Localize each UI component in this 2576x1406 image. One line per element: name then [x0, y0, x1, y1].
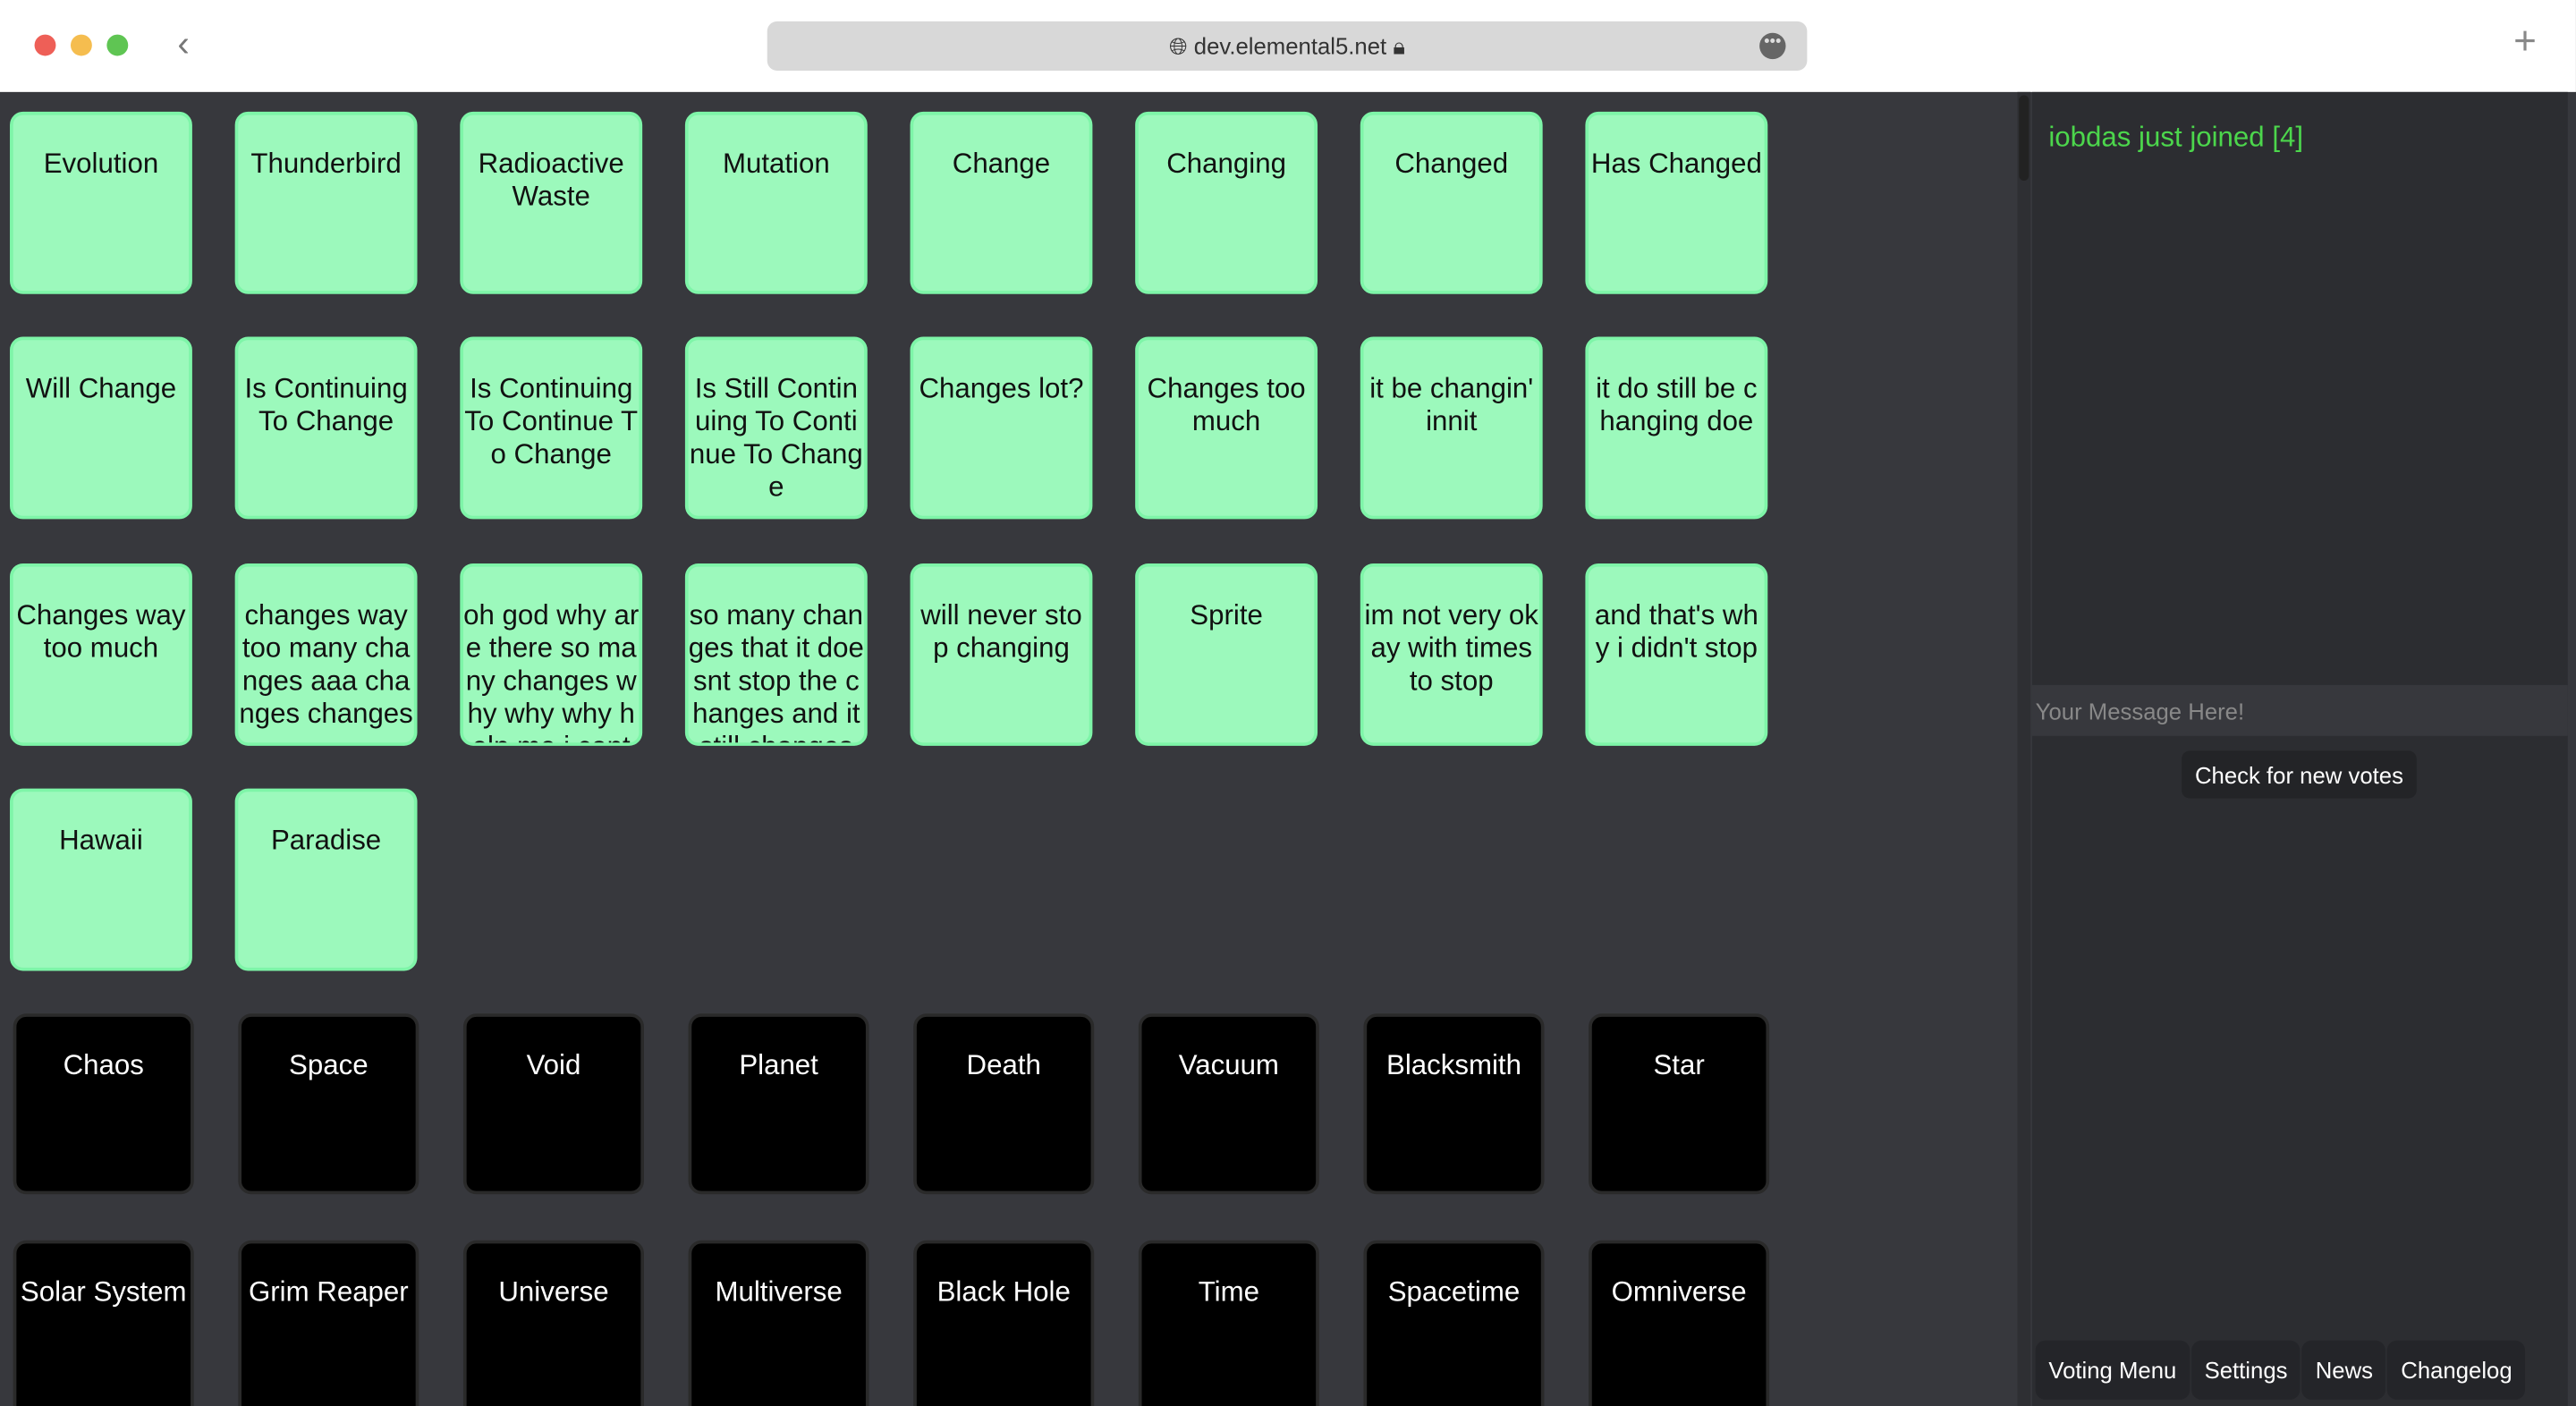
- element-tile[interactable]: Mutation: [684, 111, 868, 294]
- element-tile[interactable]: Blacksmith: [1363, 1013, 1545, 1195]
- element-tile[interactable]: it do still be changing doe: [1585, 337, 1768, 520]
- browser-toolbar: ‹ 🌐︎ dev.elemental5.net 🔒︎ ••• +: [0, 0, 2576, 92]
- close-window-button[interactable]: [34, 34, 56, 56]
- tab-changelog[interactable]: Changelog: [2387, 1340, 2526, 1400]
- bottom-tabs: Voting Menu Settings News Changelog: [2035, 1340, 2528, 1400]
- element-tile[interactable]: Star: [1589, 1013, 1770, 1195]
- tab-voting-menu[interactable]: Voting Menu: [2035, 1340, 2190, 1400]
- element-tile[interactable]: and that's why i didn't stop: [1585, 563, 1768, 746]
- elements-grid: Evolution Thunderbird Radioactive Waste Mut…: [0, 92, 2017, 1406]
- element-tile[interactable]: Change: [910, 111, 1093, 294]
- new-tab-icon[interactable]: +: [2513, 20, 2537, 64]
- element-tile[interactable]: Planet: [688, 1013, 869, 1195]
- element-tile[interactable]: Paradise: [234, 788, 418, 971]
- element-tile[interactable]: Radioactive Waste: [460, 111, 643, 294]
- element-tile[interactable]: it be changin' innit: [1360, 337, 1543, 520]
- more-options-icon[interactable]: •••: [1759, 32, 1786, 60]
- scrollbar-thumb[interactable]: [2019, 95, 2029, 182]
- element-tile[interactable]: Thunderbird: [234, 111, 418, 294]
- element-tile[interactable]: im not very okay with times to stop: [1360, 563, 1543, 746]
- element-tile[interactable]: Is Still Continuing To Continue To Chang…: [684, 337, 868, 520]
- element-tile[interactable]: Sprite: [1135, 563, 1318, 746]
- minimize-window-button[interactable]: [70, 34, 92, 56]
- element-tile[interactable]: Evolution: [10, 111, 192, 294]
- element-tile[interactable]: Spacetime: [1363, 1239, 1545, 1406]
- element-tile[interactable]: Death: [913, 1013, 1095, 1195]
- address-bar[interactable]: 🌐︎ dev.elemental5.net 🔒︎ •••: [767, 21, 1808, 71]
- check-votes-button[interactable]: Check for new votes: [2182, 750, 2417, 799]
- message-input[interactable]: [2031, 684, 2568, 736]
- url-text: dev.elemental5.net: [1193, 32, 1387, 60]
- element-tile[interactable]: Vacuum: [1138, 1013, 1319, 1195]
- element-tile[interactable]: Space: [238, 1013, 419, 1195]
- tab-news[interactable]: News: [2302, 1340, 2386, 1400]
- lock-icon: 🔒︎: [1386, 32, 1406, 60]
- element-tile[interactable]: Changes too much: [1135, 337, 1318, 520]
- element-tile[interactable]: Multiverse: [688, 1239, 869, 1406]
- element-tile[interactable]: Changes lot?: [910, 337, 1093, 520]
- globe-icon: 🌐︎: [1169, 32, 1194, 60]
- element-tile[interactable]: Chaos: [13, 1013, 194, 1195]
- element-tile[interactable]: Hawaii: [10, 788, 192, 971]
- element-tile[interactable]: Changed: [1360, 111, 1543, 294]
- element-tile[interactable]: Void: [462, 1013, 644, 1195]
- element-tile[interactable]: Solar System: [13, 1239, 194, 1406]
- element-tile[interactable]: Black Hole: [913, 1239, 1095, 1406]
- element-tile[interactable]: Universe: [462, 1239, 644, 1406]
- element-tile[interactable]: oh god why are there so many changes why…: [460, 563, 643, 746]
- element-tile[interactable]: will never stop changing: [910, 563, 1093, 746]
- element-tile[interactable]: Omniverse: [1589, 1239, 1770, 1406]
- element-tile[interactable]: so many changes that it doesnt stop the …: [684, 563, 868, 746]
- element-tile[interactable]: Will Change: [10, 337, 192, 520]
- element-tile[interactable]: Grim Reaper: [238, 1239, 419, 1406]
- tab-settings[interactable]: Settings: [2190, 1340, 2301, 1400]
- element-tile[interactable]: Has Changed: [1585, 111, 1768, 294]
- element-tile[interactable]: Time: [1138, 1239, 1319, 1406]
- element-tile[interactable]: changes way too many changes aaa changes…: [234, 563, 418, 746]
- element-tile[interactable]: Is Continuing To Continue To Change: [460, 337, 643, 520]
- back-icon[interactable]: ‹: [177, 22, 190, 64]
- maximize-window-button[interactable]: [106, 34, 129, 56]
- element-tile[interactable]: Changes way too much: [10, 563, 192, 746]
- chat-message: iobdas just joined [4]: [2048, 121, 2304, 153]
- element-tile[interactable]: Changing: [1135, 111, 1318, 294]
- element-tile[interactable]: Is Continuing To Change: [234, 337, 418, 520]
- chat-panel: iobdas just joined [4] Check for new vot…: [2031, 91, 2568, 1406]
- scrollbar[interactable]: [2017, 91, 2031, 1406]
